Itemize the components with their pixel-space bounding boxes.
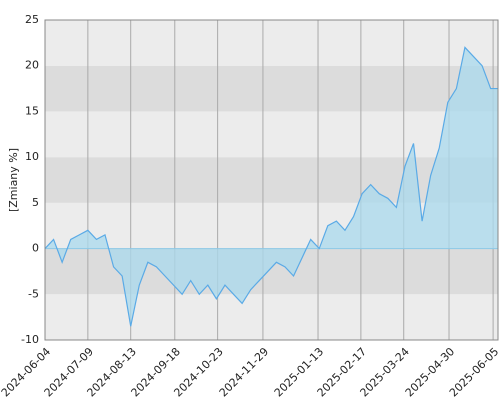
y-axis-label: [Zmiany %] <box>7 148 20 212</box>
y-tick-label: 25 <box>25 13 39 26</box>
line <box>44 46 498 327</box>
grid-band <box>45 65 498 112</box>
y-tick-label: 15 <box>25 104 39 117</box>
y-tick-label: -10 <box>21 333 39 346</box>
grid-band <box>45 20 498 66</box>
grid-band <box>45 157 498 203</box>
grid-band <box>45 111 498 158</box>
grid-band <box>45 294 498 340</box>
x-tick-label: 2024-11-29 <box>217 345 271 399</box>
y-tick-label: 0 <box>32 242 39 255</box>
y-tick-label: 5 <box>32 196 39 209</box>
plot-frame <box>44 19 499 341</box>
y-tick-label: -5 <box>28 287 39 300</box>
y-tick-label: 20 <box>25 59 39 72</box>
area <box>45 47 498 327</box>
y-tick-label: 10 <box>25 150 39 163</box>
